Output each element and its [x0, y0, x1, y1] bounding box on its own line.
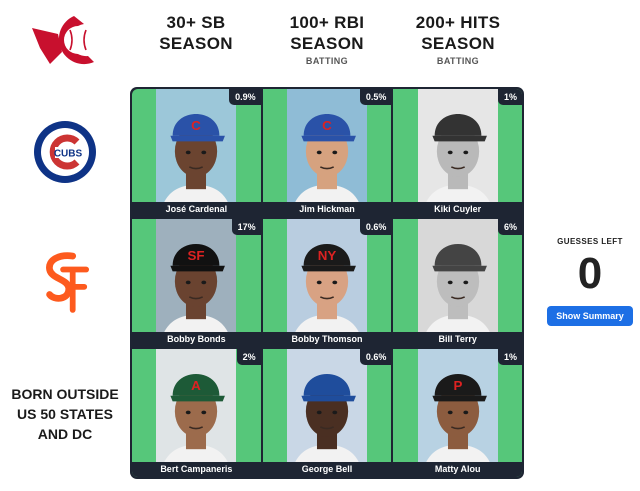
column-title-line2: SEASON — [159, 34, 233, 53]
player-photo: P — [417, 349, 498, 477]
guesses-left-label: GUESSES LEFT — [557, 237, 623, 246]
guesses-left-value: 0 — [577, 249, 603, 298]
show-summary-button[interactable]: Show Summary — [547, 306, 633, 326]
row-criterion-text: BORN OUTSIDE US 50 STATES AND DC — [11, 384, 118, 444]
giants-logo-icon — [46, 252, 90, 313]
row-header-cubs: CUBS — [0, 87, 130, 217]
column-title-line2: SEASON — [421, 34, 495, 53]
player-photo — [417, 89, 498, 217]
player-name: Bert Campaneris — [132, 462, 261, 477]
rarity-percent: 0.5% — [359, 89, 392, 105]
grid-cell[interactable]: 6% Bill Terry — [393, 219, 522, 347]
svg-text:C: C — [192, 118, 202, 133]
player-name: Matty Alou — [393, 462, 522, 477]
player-photo: NY — [286, 219, 367, 347]
row-header-born-outside-us: BORN OUTSIDE US 50 STATES AND DC — [0, 348, 130, 479]
grid-cell[interactable]: C 0.5% Jim Hickman — [262, 89, 392, 217]
player-photo: A — [156, 349, 237, 477]
column-title-line1: 30+ SB — [166, 13, 226, 32]
rarity-percent: 2% — [236, 349, 261, 365]
column-header-1: 30+ SB SEASON — [130, 12, 262, 54]
rarity-percent: 0.9% — [229, 89, 261, 105]
grid-cell[interactable]: 1% Kiki Cuyler — [393, 89, 522, 217]
svg-text:SF: SF — [188, 248, 205, 263]
column-title-line2: SEASON — [290, 34, 364, 53]
rarity-percent: 0.6% — [359, 349, 392, 365]
guesses-panel: GUESSES LEFT 0 Show Summary — [540, 237, 640, 326]
player-name: George Bell — [262, 462, 392, 477]
column-subtitle: BATTING — [436, 56, 480, 66]
row-criterion-line1: BORN OUTSIDE — [11, 385, 119, 402]
grid-cell[interactable]: A 2% Bert Campaneris — [132, 349, 261, 477]
player-name: Bill Terry — [393, 332, 522, 347]
player-photo: C — [286, 89, 367, 217]
svg-text:P: P — [453, 378, 462, 393]
player-name: Jim Hickman — [262, 202, 392, 217]
column-title-line1: 100+ RBI — [289, 13, 365, 32]
row-header-giants — [0, 218, 130, 348]
player-name: Bobby Bonds — [132, 332, 261, 347]
cubs-logo-text: CUBS — [54, 149, 83, 160]
baseball-logo-icon — [32, 16, 94, 65]
svg-text:C: C — [322, 118, 332, 133]
row-criterion-line3: AND DC — [37, 425, 93, 442]
player-name: Kiki Cuyler — [393, 202, 522, 217]
rarity-percent: 17% — [231, 219, 261, 235]
cubs-logo-icon: CUBS — [34, 121, 96, 183]
grid-cell[interactable]: NY 0.6% Bobby Thomson — [262, 219, 392, 347]
svg-text:A: A — [192, 378, 202, 393]
player-name: Bobby Thomson — [262, 332, 392, 347]
svg-text:NY: NY — [318, 248, 337, 263]
rarity-percent: 1% — [497, 349, 522, 365]
column-header-2: 100+ RBI SEASON BATTING — [261, 12, 393, 66]
column-header-3: 200+ HITS SEASON BATTING — [392, 12, 524, 66]
player-name: José Cardenal — [132, 202, 261, 217]
column-subtitle: BATTING — [305, 56, 349, 66]
column-title-line1: 200+ HITS — [415, 13, 501, 32]
rarity-percent: 1% — [497, 89, 522, 105]
game-logo — [28, 12, 102, 68]
answer-grid: C 0.9% José Cardenal C 0.5% Jim Hickman 1% Kiki… — [130, 87, 524, 479]
player-photo — [417, 219, 498, 347]
grid-cell[interactable]: P 1% Matty Alou — [393, 349, 522, 477]
rarity-percent: 0.6% — [359, 219, 392, 235]
row-criterion-line2: US 50 STATES — [17, 405, 113, 422]
player-photo: SF — [156, 219, 237, 347]
grid-cell[interactable]: SF 17% Bobby Bonds — [132, 219, 261, 347]
grid-cell[interactable]: 0.6% George Bell — [262, 349, 392, 477]
rarity-percent: 6% — [497, 219, 522, 235]
player-photo: C — [156, 89, 237, 217]
grid-cell[interactable]: C 0.9% José Cardenal — [132, 89, 261, 217]
player-photo — [286, 349, 367, 477]
